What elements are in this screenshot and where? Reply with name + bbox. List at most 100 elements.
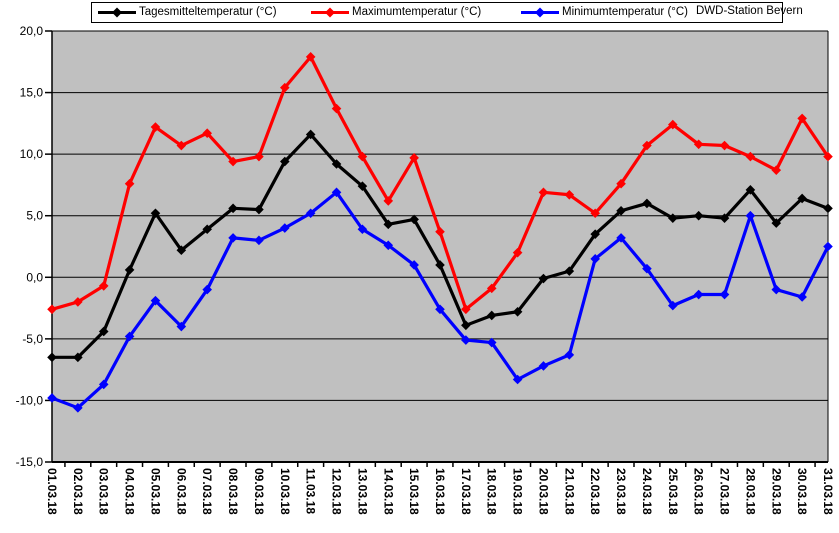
- data-point-maximum: [202, 128, 212, 139]
- data-point-tagesmittel: [98, 326, 109, 337]
- legend-item-minimum: Minimumtemperatur (°C): [521, 3, 688, 21]
- y-axis-label: 20,0: [20, 24, 44, 38]
- data-point-tagesmittel: [176, 245, 187, 255]
- data-point-maximum: [228, 156, 238, 167]
- data-point-maximum: [305, 52, 316, 62]
- data-point-tagesmittel: [383, 219, 394, 230]
- data-point-maximum: [590, 208, 600, 219]
- data-point-minimum: [409, 260, 419, 270]
- data-point-maximum: [409, 153, 419, 163]
- data-point-minimum: [797, 292, 807, 302]
- data-point-tagesmittel: [435, 260, 445, 270]
- y-axis-label: 15,0: [20, 86, 44, 100]
- data-point-tagesmittel: [461, 320, 471, 331]
- legend-item-maximum: Maximumtemperatur (°C): [311, 3, 481, 21]
- x-axis-label: 23.03.18: [614, 468, 628, 515]
- data-point-tagesmittel: [745, 185, 756, 195]
- data-point-maximum: [564, 189, 575, 200]
- data-point-tagesmittel: [693, 210, 704, 221]
- data-point-maximum: [642, 140, 652, 151]
- data-point-minimum: [771, 284, 782, 295]
- data-point-maximum: [616, 178, 626, 189]
- data-point-tagesmittel: [124, 265, 135, 275]
- x-axis-label: 18.03.18: [485, 468, 499, 515]
- data-point-minimum: [176, 321, 187, 332]
- x-axis-label: 22.03.18: [588, 468, 602, 515]
- y-axis-label: 5,0: [26, 209, 43, 223]
- data-point-maximum: [486, 283, 497, 294]
- data-point-minimum: [47, 393, 57, 403]
- data-point-maximum: [538, 187, 549, 198]
- x-axis-label: 14.03.18: [381, 468, 395, 515]
- x-axis-label: 26.03.18: [692, 468, 706, 515]
- data-point-minimum: [719, 289, 730, 300]
- data-point-minimum: [435, 304, 445, 315]
- x-axis-label: 25.03.18: [666, 468, 680, 515]
- plot-background: [52, 31, 828, 462]
- data-point-tagesmittel: [719, 213, 730, 223]
- data-point-minimum: [590, 254, 600, 264]
- data-point-tagesmittel: [538, 273, 549, 284]
- data-point-minimum: [331, 187, 342, 198]
- data-point-tagesmittel: [280, 156, 290, 167]
- line-marker-icon: [521, 7, 559, 17]
- data-point-minimum: [228, 233, 238, 243]
- data-point-tagesmittel: [47, 352, 57, 363]
- data-point-maximum: [331, 103, 342, 114]
- x-axis-label: 31.03.18: [821, 468, 835, 515]
- data-point-maximum: [383, 196, 394, 206]
- data-point-minimum: [564, 350, 575, 360]
- x-axis-label: 17.03.18: [459, 468, 473, 515]
- data-point-minimum: [745, 210, 756, 221]
- data-point-tagesmittel: [409, 214, 419, 225]
- legend-label-tagesmittel: Tagesmitteltemperatur (°C): [139, 6, 277, 18]
- x-axis-label: 29.03.18: [769, 468, 783, 515]
- data-point-tagesmittel: [357, 181, 368, 191]
- data-point-maximum: [435, 226, 445, 237]
- data-point-maximum: [124, 178, 135, 189]
- data-point-tagesmittel: [73, 352, 83, 363]
- data-point-maximum: [823, 151, 833, 162]
- y-axis-label: -5,0: [22, 332, 43, 346]
- data-point-tagesmittel: [202, 224, 212, 235]
- data-point-maximum: [512, 247, 523, 258]
- data-point-maximum: [47, 304, 57, 315]
- x-axis-label: 16.03.18: [433, 468, 447, 515]
- line-marker-icon: [311, 7, 349, 17]
- data-point-tagesmittel: [668, 213, 678, 223]
- x-axis-label: 12.03.18: [330, 468, 344, 515]
- x-axis-label: 20.03.18: [536, 468, 550, 515]
- data-point-minimum: [616, 233, 626, 243]
- data-point-minimum: [280, 223, 290, 233]
- x-axis-label: 30.03.18: [795, 468, 809, 515]
- legend-label-maximum: Maximumtemperatur (°C): [352, 6, 482, 18]
- line-marker-icon: [98, 7, 136, 17]
- data-point-tagesmittel: [331, 159, 342, 169]
- data-point-maximum: [73, 297, 83, 307]
- data-point-maximum: [797, 113, 807, 124]
- legend-label-minimum: Minimumtemperatur (°C): [562, 6, 689, 18]
- data-point-tagesmittel: [254, 204, 264, 215]
- x-axis-label: 24.03.18: [640, 468, 654, 515]
- data-point-tagesmittel: [590, 229, 600, 239]
- x-axis-label: 08.03.18: [226, 468, 240, 515]
- data-point-minimum: [202, 284, 212, 295]
- data-point-maximum: [98, 281, 109, 291]
- legend: Tagesmitteltemperatur (°C) Maximumtemper…: [91, 2, 803, 23]
- data-point-maximum: [745, 151, 756, 162]
- x-axis-label: 13.03.18: [355, 468, 369, 515]
- x-axis-label: 27.03.18: [718, 468, 732, 515]
- data-point-minimum: [823, 241, 833, 252]
- x-axis-label: 15.03.18: [407, 468, 421, 515]
- data-point-maximum: [254, 151, 264, 162]
- x-axis-label: 01.03.18: [45, 468, 59, 515]
- x-axis-label: 02.03.18: [71, 468, 85, 515]
- x-axis-label: 03.03.18: [97, 468, 111, 515]
- data-point-minimum: [305, 208, 316, 219]
- data-point-minimum: [642, 263, 652, 274]
- y-axis-label: -10,0: [16, 393, 44, 407]
- y-axis-label: -15,0: [16, 455, 44, 469]
- data-point-tagesmittel: [616, 205, 626, 216]
